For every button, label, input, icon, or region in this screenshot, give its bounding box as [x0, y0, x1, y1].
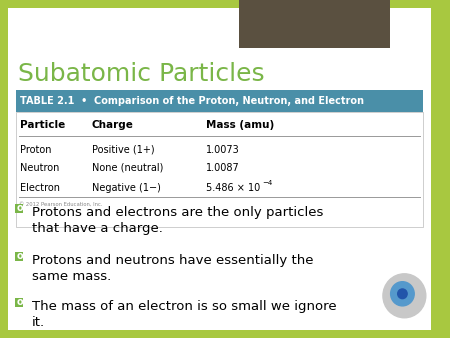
Text: Protons and neutrons have essentially the
same mass.: Protons and neutrons have essentially th… [32, 254, 314, 283]
Text: 1.0073: 1.0073 [206, 145, 239, 155]
Text: Neutron: Neutron [20, 163, 60, 173]
Bar [14, 252, 23, 261]
Bar [14, 204, 23, 213]
Text: Charge: Charge [92, 120, 134, 130]
Text: Negative (1−): Negative (1−) [92, 183, 161, 193]
Text: Particle: Particle [20, 120, 66, 130]
Text: Protons and electrons are the only particles
that have a charge.: Protons and electrons are the only parti… [32, 206, 324, 235]
Text: Electron: Electron [20, 183, 60, 193]
Text: 1.0087: 1.0087 [206, 163, 239, 173]
Text: Proton: Proton [20, 145, 52, 155]
Text: 5.486 × 10: 5.486 × 10 [206, 183, 260, 193]
Text: o: o [16, 203, 23, 213]
Text: The mass of an electron is so small we ignore
it.: The mass of an electron is so small we i… [32, 300, 337, 329]
Circle shape [383, 274, 426, 318]
Text: © 2012 Pearson Education, Inc.: © 2012 Pearson Education, Inc. [18, 201, 102, 207]
Bar [239, 0, 390, 48]
Text: Subatomic Particles: Subatomic Particles [18, 62, 264, 86]
Circle shape [391, 282, 414, 306]
Text: −4: −4 [262, 180, 272, 186]
Text: o: o [16, 251, 23, 261]
Text: TABLE 2.1  •  Comparison of the Proton, Neutron, and Electron: TABLE 2.1 • Comparison of the Proton, Ne… [20, 96, 364, 106]
Circle shape [398, 289, 407, 299]
Text: Mass (amu): Mass (amu) [206, 120, 274, 130]
Text: o: o [16, 297, 23, 307]
Bar [16, 112, 423, 227]
Bar [16, 90, 423, 112]
Bar [14, 298, 23, 307]
Text: None (neutral): None (neutral) [92, 163, 163, 173]
Text: Positive (1+): Positive (1+) [92, 145, 154, 155]
